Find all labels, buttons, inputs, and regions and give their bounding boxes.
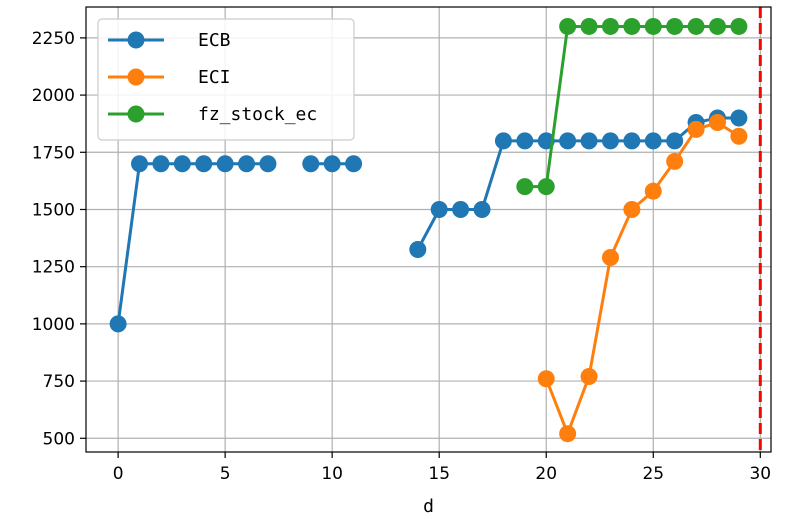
series-ECI	[537, 114, 748, 443]
y-tick-label: 500	[43, 429, 75, 449]
legend-box	[97, 18, 355, 141]
legend-item: fz_stock_ec	[108, 104, 317, 125]
data-point	[580, 17, 598, 35]
y-tick-label: 1250	[32, 258, 75, 278]
legend-marker	[127, 68, 145, 86]
legend-marker	[127, 31, 145, 49]
data-point	[580, 367, 598, 385]
data-point	[559, 132, 577, 150]
data-point	[644, 17, 662, 35]
legend-item: ECB	[108, 30, 231, 51]
series-line	[416, 116, 739, 251]
data-point	[109, 315, 127, 333]
data-point	[173, 155, 191, 173]
data-point	[216, 155, 234, 173]
x-tick-label: 30	[749, 464, 771, 484]
data-point	[666, 17, 684, 35]
data-point	[131, 155, 149, 173]
x-tick-label: 15	[428, 464, 450, 484]
legend: ECB ECI fz_stock_ec	[97, 18, 355, 141]
y-tick-label: 750	[43, 372, 75, 392]
data-point	[409, 241, 427, 259]
data-point	[601, 17, 619, 35]
data-point	[430, 200, 448, 218]
y-tick-label: 1000	[32, 315, 75, 335]
data-point	[537, 370, 555, 388]
series-fz-stock-ec	[516, 17, 748, 196]
data-point	[644, 132, 662, 150]
data-point	[708, 17, 726, 35]
y-tick-label: 2000	[32, 86, 75, 106]
data-point	[238, 155, 256, 173]
x-tick-label: 0	[113, 464, 124, 484]
data-point	[601, 132, 619, 150]
y-tick-label: 2250	[32, 29, 75, 49]
data-point	[516, 178, 534, 196]
series-line	[544, 121, 740, 436]
data-point	[152, 155, 170, 173]
data-point	[666, 152, 684, 170]
data-point	[452, 200, 470, 218]
y-tick-label: 1500	[32, 200, 75, 220]
data-point	[623, 200, 641, 218]
x-axis-label: d	[423, 496, 434, 517]
data-point	[473, 200, 491, 218]
series-line	[524, 24, 739, 189]
data-point	[666, 132, 684, 150]
series-layer	[109, 17, 748, 443]
data-point	[687, 120, 705, 138]
data-point	[601, 249, 619, 267]
data-point	[559, 17, 577, 35]
data-point	[323, 155, 341, 173]
grid	[86, 7, 771, 452]
data-point	[708, 114, 726, 132]
series-line	[116, 162, 268, 325]
data-point	[345, 155, 363, 173]
legend-label: ECB	[198, 30, 231, 51]
data-point	[580, 132, 598, 150]
legend-label: fz_stock_ec	[198, 104, 317, 125]
legend-item: ECI	[108, 67, 231, 88]
data-point	[559, 425, 577, 443]
data-point	[516, 132, 534, 150]
data-point	[259, 155, 277, 173]
x-tick-label: 25	[642, 464, 664, 484]
data-point	[730, 109, 748, 127]
data-point	[623, 17, 641, 35]
ticks: 0 5 10 15 20 25 30 500 750 1000 1250 1500 1750 2000 22…	[32, 29, 771, 484]
data-point	[730, 17, 748, 35]
y-tick-label: 1750	[32, 143, 75, 163]
data-point	[302, 155, 320, 173]
data-point	[494, 132, 512, 150]
data-point	[644, 182, 662, 200]
x-tick-label: 5	[220, 464, 231, 484]
series-ECB	[109, 109, 748, 333]
legend-marker	[127, 105, 145, 123]
x-tick-label: 20	[535, 464, 557, 484]
data-point	[623, 132, 641, 150]
data-point	[537, 178, 555, 196]
data-point	[730, 127, 748, 145]
data-point	[195, 155, 213, 173]
x-tick-label: 10	[321, 464, 343, 484]
data-point	[687, 17, 705, 35]
legend-label: ECI	[198, 67, 231, 88]
plot-frame	[85, 6, 772, 453]
